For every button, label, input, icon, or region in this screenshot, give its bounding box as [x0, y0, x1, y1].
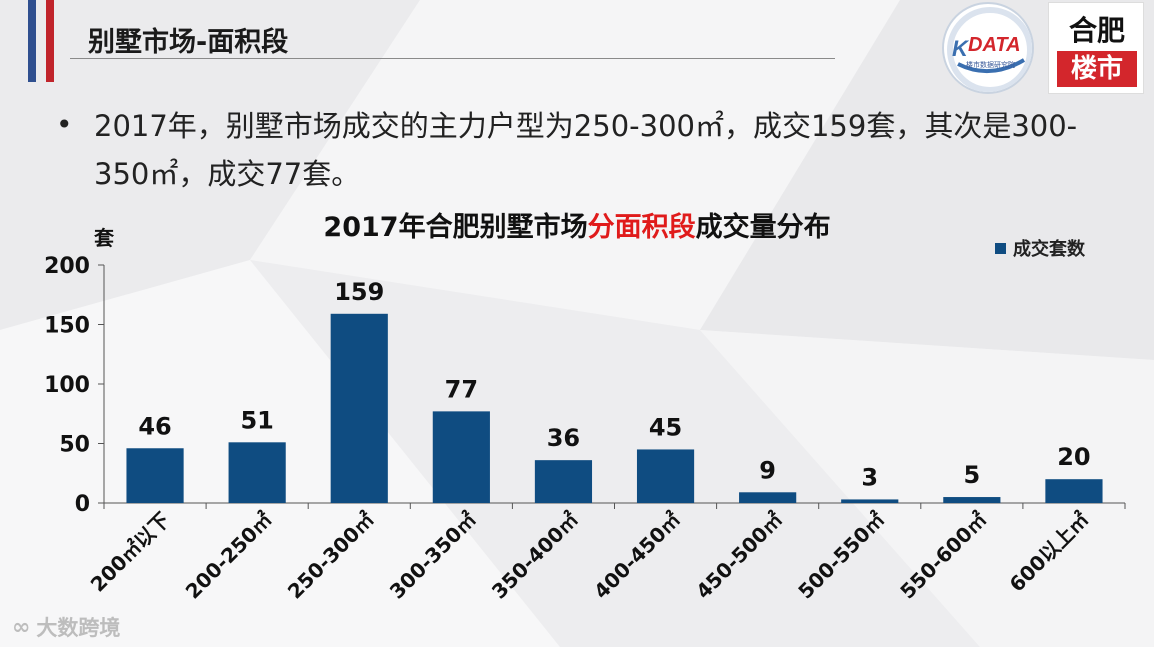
bar: [228, 442, 286, 503]
hefei-loushi-logo: 合肥 楼市: [1048, 2, 1144, 94]
category-label: 450-500㎡: [691, 508, 787, 604]
hefei-logo-top: 合肥: [1068, 14, 1125, 47]
data-label: 3: [861, 463, 878, 491]
data-label: 159: [334, 278, 384, 306]
y-axis-unit-label: 套: [94, 226, 114, 250]
data-label: 5: [963, 461, 980, 489]
bullet-icon: •: [56, 108, 73, 141]
hefei-logo-bottom: 楼市: [1057, 51, 1137, 87]
bar: [739, 492, 797, 503]
chart-title: 2017年合肥别墅市场分面积段成交量分布: [0, 205, 1154, 244]
category-label: 500-550㎡: [793, 508, 889, 604]
bar: [943, 497, 1001, 503]
ks-data-logo: K DATA 楼市数据研究院: [942, 2, 1034, 94]
page-title: 别墅市场-面积段: [88, 27, 289, 58]
category-label: 200㎡以下: [86, 508, 175, 597]
legend-label: 成交套数: [1013, 239, 1085, 260]
bar: [330, 313, 388, 503]
chart-legend: 成交套数: [995, 235, 1085, 261]
data-label: 20: [1057, 443, 1090, 471]
ks-logo-text: DATA: [968, 34, 1021, 56]
chart-title-part-1: 2017年合肥别墅市场: [323, 212, 588, 243]
data-label: 51: [240, 406, 273, 434]
category-label: 400-450㎡: [589, 508, 685, 604]
watermark: ∞ 大数跨境: [12, 612, 120, 642]
watermark-logo-icon: ∞: [12, 614, 31, 640]
y-tick-label: 100: [44, 373, 90, 398]
data-label: 36: [547, 424, 580, 452]
data-label: 46: [138, 412, 171, 440]
summary-text: 2017年，别墅市场成交的主力户型为250-300㎡，成交159套，其次是300…: [94, 109, 1078, 191]
bar: [1045, 479, 1103, 503]
chart-title-part-3: 成交量分布: [695, 212, 831, 243]
ks-logo-icon: K: [947, 7, 1032, 92]
y-tick-label: 0: [75, 492, 90, 517]
bar: [636, 449, 695, 503]
category-label: 200-250㎡: [181, 508, 277, 604]
data-label: 77: [445, 375, 478, 403]
svg-text:K: K: [952, 36, 970, 61]
y-tick-label: 200: [44, 254, 90, 279]
title-divider: [70, 58, 835, 59]
bar: [841, 499, 899, 503]
category-label: 550-600㎡: [895, 508, 991, 604]
legend-swatch: [995, 242, 1006, 254]
data-label: 45: [649, 413, 682, 441]
chart-title-highlight: 分面积段: [587, 212, 696, 243]
ks-logo-subtext: 楼市数据研究院: [966, 61, 1015, 69]
bar: [432, 411, 490, 503]
data-label: 9: [759, 456, 776, 484]
y-tick-label: 150: [44, 314, 90, 339]
bar: [126, 448, 184, 503]
accent-stripe-red: [46, 0, 54, 82]
category-label: 250-300㎡: [283, 508, 379, 604]
accent-stripe-blue: [28, 0, 36, 82]
category-label: 600以上㎡: [1005, 508, 1094, 597]
watermark-text: 大数跨境: [36, 616, 121, 640]
bar: [534, 460, 593, 503]
category-label: 300-350㎡: [385, 508, 481, 604]
category-label: 350-400㎡: [487, 508, 583, 604]
y-tick-label: 50: [59, 433, 90, 458]
